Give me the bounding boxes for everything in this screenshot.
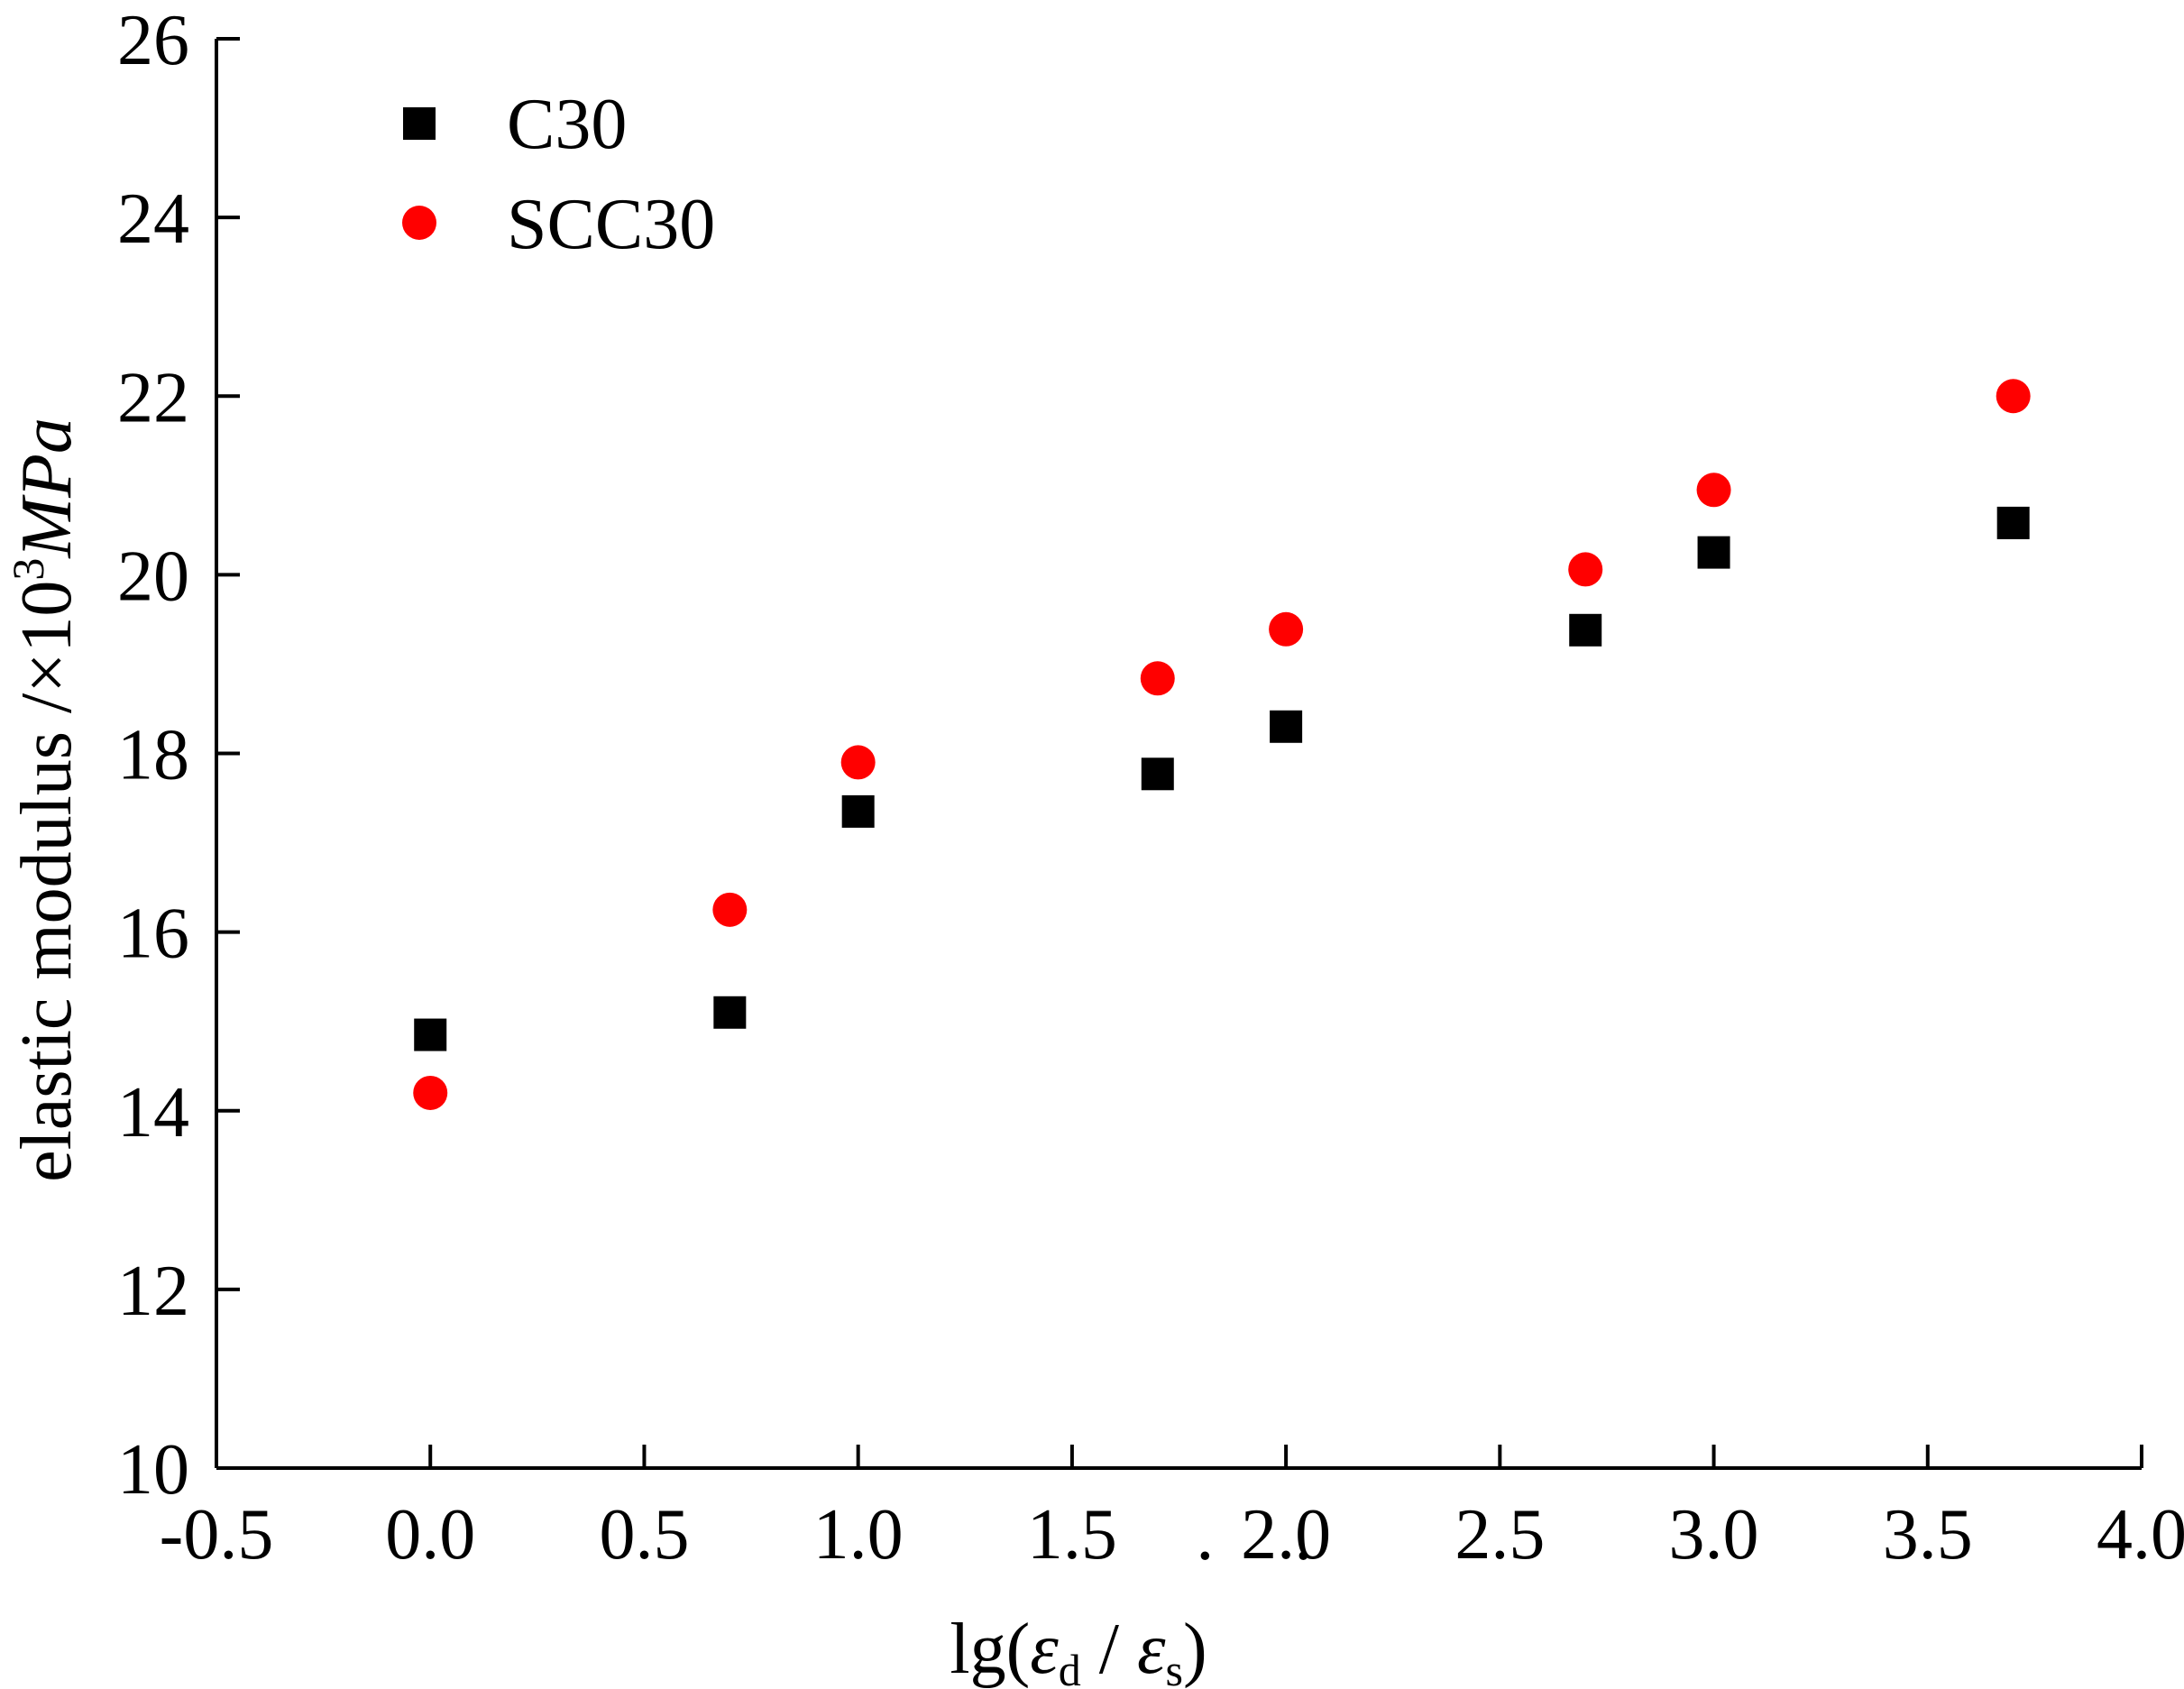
y-axis-title-sup: 3 xyxy=(3,558,53,581)
y-tick-label: 14 xyxy=(117,1073,189,1152)
x-tick-label: -0.5 xyxy=(160,1495,274,1574)
legend-label-c30: C30 xyxy=(507,85,627,164)
data-points xyxy=(413,379,2031,1110)
x-axis-title-dot-s: · xyxy=(1291,1517,1316,1596)
legend: C30 SCC30 xyxy=(402,85,715,264)
point-scc30 xyxy=(840,745,876,780)
x-tick-label: 4.0 xyxy=(2097,1495,2184,1574)
x-tick-label: 3.0 xyxy=(1669,1495,1759,1574)
y-tick-label: 18 xyxy=(117,716,189,795)
point-scc30 xyxy=(1996,379,2031,414)
x-axis-ticks: -0.5 0.0 0.5 1.0 1.5 2.0 2.5 3.0 3.5 4.0 xyxy=(160,1445,2184,1574)
y-tick-label: 24 xyxy=(117,179,189,259)
x-tick-label: 1.0 xyxy=(813,1495,904,1574)
x-axis-title-sub-s: s xyxy=(1166,1645,1183,1689)
point-c30 xyxy=(1697,536,1730,569)
x-axis-title-epsilon-d: ε xyxy=(1030,1610,1059,1689)
y-axis-ticks: 10 12 14 16 18 20 22 24 26 xyxy=(117,1,240,1510)
x-tick-label: 2.0 xyxy=(1241,1495,1331,1574)
x-tick-label: 1.5 xyxy=(1027,1495,1117,1574)
point-scc30 xyxy=(1140,661,1175,696)
x-axis-title-sub-d: d xyxy=(1059,1645,1081,1689)
point-c30 xyxy=(841,794,875,828)
x-axis-title-epsilon-s: ε xyxy=(1137,1610,1166,1689)
point-c30 xyxy=(1569,613,1602,647)
x-tick-label: 3.5 xyxy=(1883,1495,1973,1574)
point-scc30 xyxy=(1696,473,1731,508)
point-c30 xyxy=(414,1018,447,1051)
x-axis-title-dot-d: · xyxy=(1193,1517,1217,1596)
point-c30 xyxy=(1996,506,2030,539)
point-scc30 xyxy=(413,1075,448,1110)
x-axis-title: lg(εd / εs) xyxy=(950,1610,1207,1689)
x-axis-title-slash: / xyxy=(1081,1610,1137,1689)
point-c30 xyxy=(1270,710,1303,743)
y-tick-label: 16 xyxy=(117,895,189,974)
y-tick-label: 10 xyxy=(117,1430,189,1510)
point-scc30 xyxy=(712,892,748,927)
x-tick-label: 0.0 xyxy=(385,1495,475,1574)
point-scc30 xyxy=(1568,552,1603,587)
x-tick-label: 2.5 xyxy=(1454,1495,1545,1574)
point-c30 xyxy=(1141,757,1174,791)
series-scc30 xyxy=(413,379,2031,1110)
series-c30 xyxy=(414,506,2030,1051)
y-axis-title-text: elastic modulus /×10 xyxy=(7,581,87,1182)
x-tick-label: 0.5 xyxy=(599,1495,689,1574)
y-tick-label: 22 xyxy=(117,358,189,437)
x-axis-title-close: ) xyxy=(1183,1610,1207,1689)
legend-marker-c30 xyxy=(403,107,436,140)
legend-marker-scc30 xyxy=(402,206,436,240)
y-tick-label: 20 xyxy=(117,537,189,616)
x-axis-title-base: lg( xyxy=(950,1610,1030,1689)
axes xyxy=(215,39,2142,1470)
y-tick-label: 26 xyxy=(117,1,189,80)
y-axis-title-unit: MPa xyxy=(7,418,87,559)
point-c30 xyxy=(713,996,747,1029)
y-tick-label: 12 xyxy=(117,1252,189,1331)
y-axis-title: elastic modulus /×103MPa xyxy=(3,418,87,1182)
point-scc30 xyxy=(1269,611,1304,647)
legend-label-scc30: SCC30 xyxy=(507,185,715,264)
